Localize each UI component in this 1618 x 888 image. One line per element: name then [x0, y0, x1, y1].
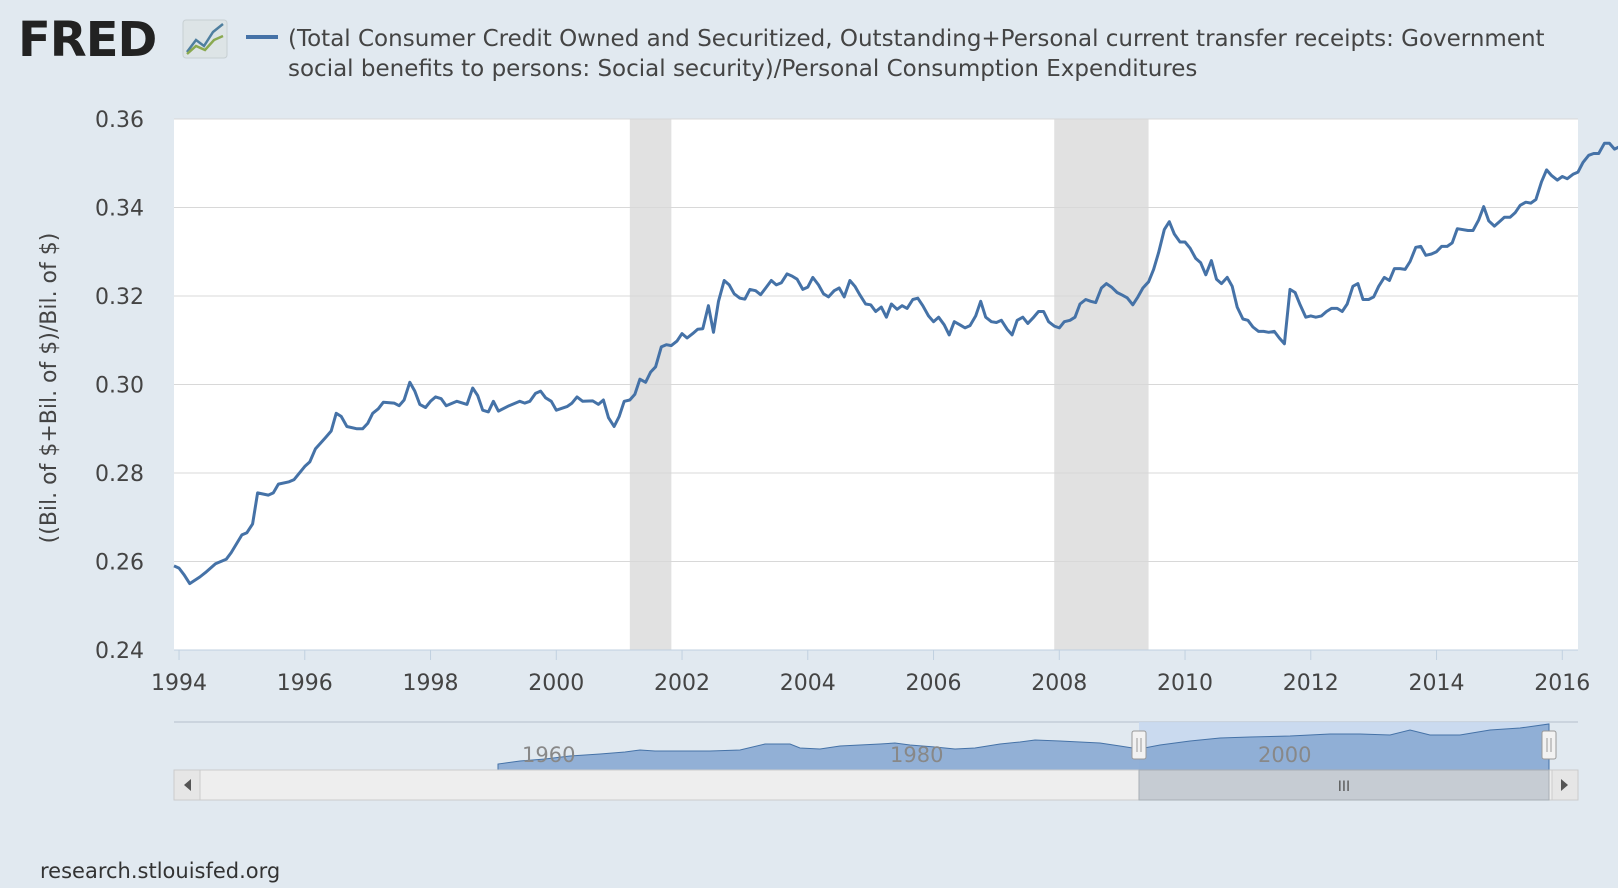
scrollbar-grip-icon: III — [1338, 779, 1350, 795]
y-tick-label: 0.26 — [95, 551, 144, 576]
x-tick-label: 2012 — [1283, 671, 1339, 696]
x-tick-label: 2002 — [654, 671, 710, 696]
x-tick-label: 2006 — [906, 671, 962, 696]
x-axis-ticks: 1994 1996 1998 2000 2002 2004 2006 2008 2010 2012… — [151, 650, 1590, 696]
x-tick-label: 1998 — [403, 671, 459, 696]
fred-logo[interactable]: FRED — [18, 12, 228, 68]
x-tick-label: 1994 — [151, 671, 207, 696]
y-tick-label: 0.30 — [95, 374, 144, 399]
series-layer[interactable] — [173, 141, 1618, 586]
navigator-series-area — [497, 723, 1550, 771]
x-tick-label: 1996 — [277, 671, 333, 696]
fred-logo-text: FRED — [18, 12, 156, 68]
y-tick-label: 0.24 — [95, 639, 144, 664]
x-tick-label: 2010 — [1157, 671, 1213, 696]
x-tick-label: 2014 — [1409, 671, 1465, 696]
navigator-left-handle[interactable] — [1131, 730, 1147, 760]
legend[interactable]: (Total Consumer Credit Owned and Securit… — [246, 26, 1545, 82]
x-tick-label: 2008 — [1031, 671, 1087, 696]
x-tick-label: 2000 — [528, 671, 584, 696]
left-arrow-icon — [184, 779, 191, 791]
y-tick-label: 0.28 — [95, 462, 144, 487]
scrollbar-thumb[interactable] — [1138, 769, 1550, 801]
legend-title-line1: (Total Consumer Credit Owned and Securit… — [288, 26, 1545, 52]
y-axis-ticks: 0.24 0.26 0.28 0.30 0.32 0.34 0.36 — [95, 108, 144, 664]
y-tick-label: 0.34 — [95, 197, 144, 222]
navigator-right-handle[interactable] — [1541, 730, 1557, 760]
navigator-label-2000: 2000 — [1258, 743, 1311, 767]
grid-lines — [174, 118, 1578, 562]
series-line-0[interactable] — [173, 141, 1618, 586]
x-tick-label: 2016 — [1534, 671, 1590, 696]
source-credit[interactable]: research.stlouisfed.org — [40, 859, 280, 883]
scrollbar[interactable]: III — [173, 769, 1579, 801]
scrollbar-left-button[interactable] — [173, 769, 201, 801]
scrollbar-right-button[interactable] — [1551, 769, 1579, 801]
x-tick-label: 2004 — [780, 671, 836, 696]
navigator[interactable]: 1960 1980 2000 — [174, 721, 1578, 771]
fred-graph-icon — [182, 19, 228, 59]
navigator-label-1980: 1980 — [890, 743, 943, 767]
right-arrow-icon — [1561, 779, 1568, 791]
legend-title-line2: social benefits to persons: Social secur… — [288, 56, 1197, 82]
y-tick-label: 0.36 — [95, 108, 144, 133]
y-axis-label: ((Bil. of $+Bil. of $)/Bil. of $) — [37, 233, 62, 544]
y-tick-label: 0.32 — [95, 285, 144, 310]
navigator-label-1960: 1960 — [522, 743, 575, 767]
